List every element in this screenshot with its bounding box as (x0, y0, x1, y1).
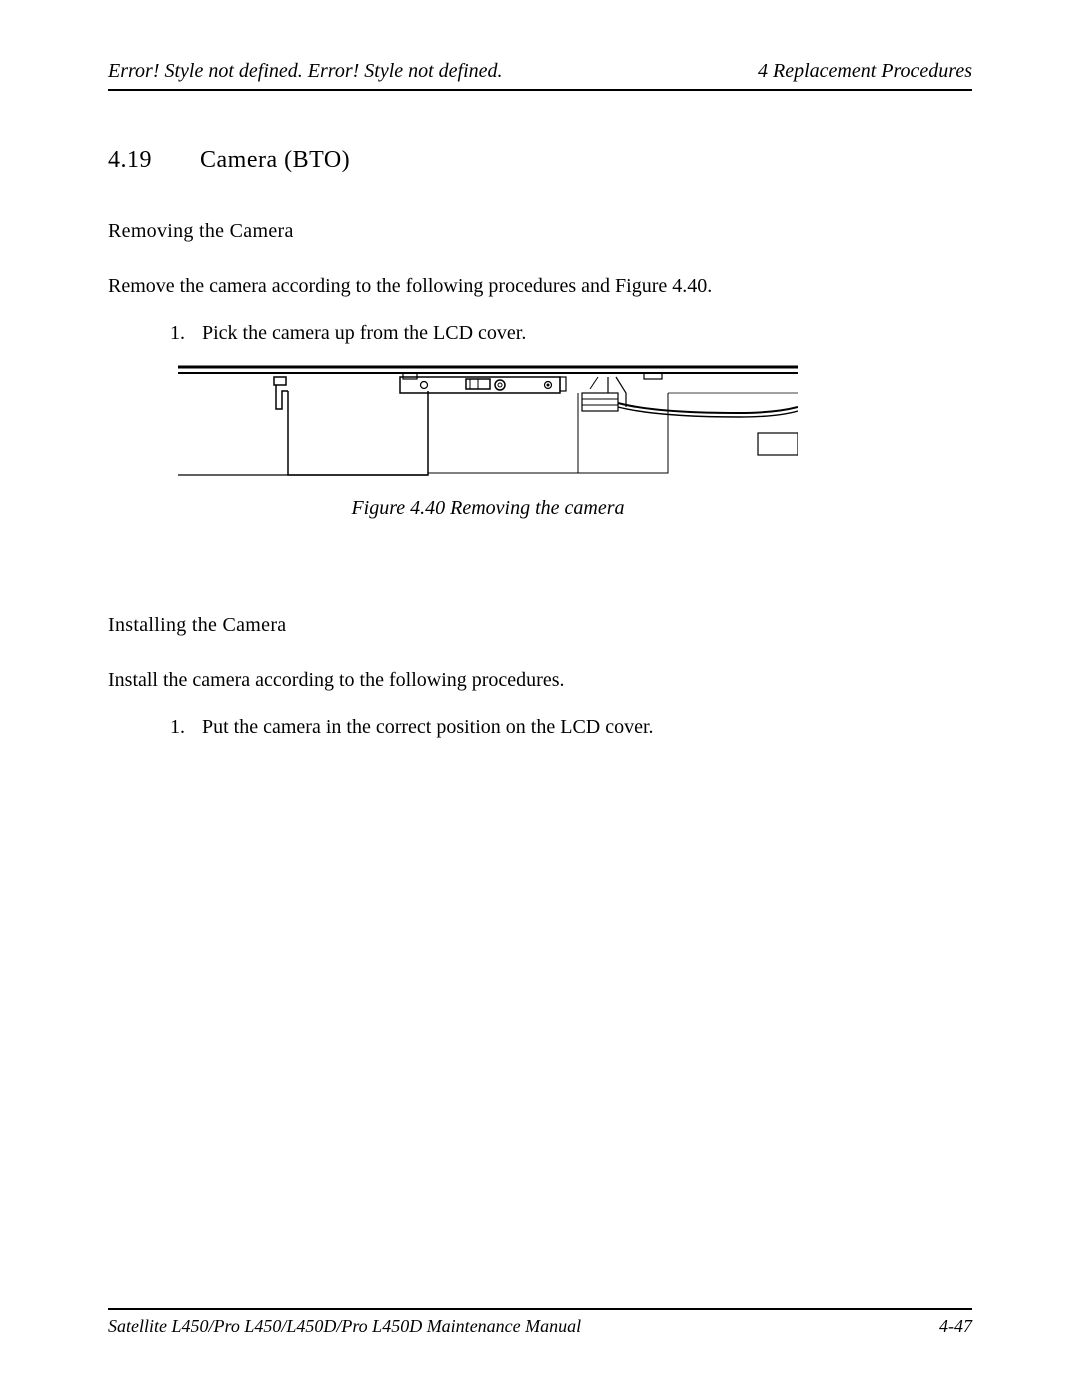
figure-diagram (178, 363, 798, 479)
page: Error! Style not defined. Error! Style n… (0, 0, 1080, 1397)
list-item: 1. Put the camera in the correct positio… (170, 716, 972, 739)
section-heading: 4.19 Camera (BTO) (108, 147, 972, 174)
removing-steps: 1. Pick the camera up from the LCD cover… (108, 322, 972, 345)
page-footer: Satellite L450/Pro L450/L450D/Pro L450D … (108, 1308, 972, 1337)
installing-heading: Installing the Camera (108, 614, 972, 637)
list-item: 1. Pick the camera up from the LCD cover… (170, 322, 972, 345)
removing-heading: Removing the Camera (108, 220, 972, 243)
list-text: Pick the camera up from the LCD cover. (202, 322, 526, 345)
page-header: Error! Style not defined. Error! Style n… (108, 60, 972, 91)
list-number: 1. (170, 716, 192, 739)
list-text: Put the camera in the correct position o… (202, 716, 654, 739)
figure-caption: Figure 4.40 Removing the camera (178, 497, 798, 520)
footer-left: Satellite L450/Pro L450/L450D/Pro L450D … (108, 1316, 581, 1337)
removing-intro: Remove the camera according to the follo… (108, 275, 972, 298)
camera-diagram-svg (178, 363, 798, 479)
footer-rule (108, 1308, 972, 1310)
spacer (108, 520, 972, 568)
list-number: 1. (170, 322, 192, 345)
header-right: 4 Replacement Procedures (758, 60, 972, 83)
installing-intro: Install the camera according to the foll… (108, 669, 972, 692)
header-left: Error! Style not defined. Error! Style n… (108, 60, 503, 83)
section-title: Camera (BTO) (200, 147, 350, 174)
installing-steps: 1. Put the camera in the correct positio… (108, 716, 972, 739)
footer-right: 4-47 (939, 1316, 972, 1337)
section-number: 4.19 (108, 147, 200, 174)
